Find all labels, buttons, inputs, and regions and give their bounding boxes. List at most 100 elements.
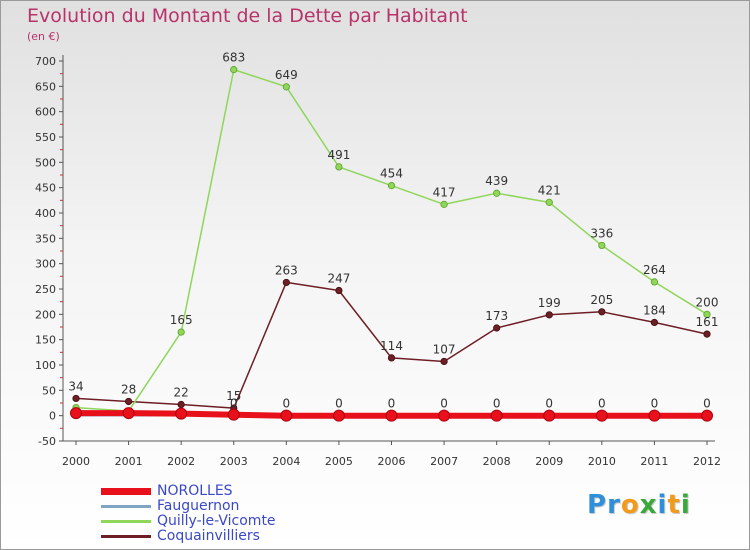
data-label: 22 xyxy=(174,386,189,400)
legend: NOROLLES Fauguernon Quilly-le-Vicomte Co… xyxy=(101,484,276,544)
data-point xyxy=(230,66,238,74)
data-point xyxy=(493,324,501,332)
data-point xyxy=(175,407,188,420)
x-tick-label: 2007 xyxy=(430,455,458,468)
logo-letter: i xyxy=(680,490,691,520)
data-label: 114 xyxy=(380,339,403,353)
data-label: 165 xyxy=(170,313,193,327)
x-tick-label: 2000 xyxy=(62,455,90,468)
y-tick-label: 300 xyxy=(35,258,56,271)
data-label: 0 xyxy=(283,397,291,411)
data-label: 454 xyxy=(380,167,403,181)
data-label: 184 xyxy=(643,303,666,317)
logo-letter: x xyxy=(639,490,658,520)
data-label: 264 xyxy=(643,263,666,277)
data-label: 0 xyxy=(651,397,659,411)
y-tick-label: 100 xyxy=(35,359,56,372)
data-point xyxy=(387,182,396,190)
y-tick-label: 400 xyxy=(35,207,56,220)
y-tick-label: 200 xyxy=(35,308,56,321)
y-tick-label: -50 xyxy=(38,435,56,448)
data-point xyxy=(490,409,503,422)
x-tick-label: 2001 xyxy=(115,455,143,468)
data-point xyxy=(227,408,240,421)
legend-swatch xyxy=(101,505,151,508)
data-point xyxy=(545,311,553,319)
y-tick-label: 600 xyxy=(35,106,56,119)
data-point xyxy=(438,409,451,422)
data-label: 0 xyxy=(388,397,396,411)
data-label: 0 xyxy=(230,397,238,411)
data-point xyxy=(595,409,608,422)
legend-label: Fauguernon xyxy=(157,498,240,514)
chart-unit: (en €) xyxy=(27,30,60,43)
x-tick-label: 2011 xyxy=(640,455,668,468)
data-label: 0 xyxy=(598,397,606,411)
data-label: 421 xyxy=(538,183,561,197)
data-label: 0 xyxy=(493,397,501,411)
data-label: 417 xyxy=(433,185,456,199)
data-point xyxy=(177,328,185,336)
data-point xyxy=(648,409,661,422)
data-label: 336 xyxy=(590,226,613,240)
data-point xyxy=(440,357,448,366)
data-point xyxy=(70,407,82,420)
logo-letter: P xyxy=(587,490,608,520)
data-point xyxy=(282,278,290,287)
data-label: 107 xyxy=(433,342,456,356)
data-label: 649 xyxy=(275,68,298,82)
data-label: 200 xyxy=(696,295,719,309)
legend-swatch xyxy=(101,488,151,495)
data-point xyxy=(385,409,398,422)
x-tick-label: 2002 xyxy=(167,455,195,468)
data-label: 15 xyxy=(226,389,241,403)
y-tick-label: 50 xyxy=(42,384,56,397)
proxiti-logo: Proxiti xyxy=(587,490,691,520)
logo-letter: t xyxy=(667,490,681,520)
data-label: 28 xyxy=(121,382,136,396)
logo-letter: r xyxy=(607,490,621,520)
logo-letter: o xyxy=(620,490,640,520)
x-tick-label: 2008 xyxy=(483,455,511,468)
x-tick-label: 2006 xyxy=(378,455,406,468)
logo-letter: i xyxy=(657,490,668,520)
data-label: 205 xyxy=(590,293,613,307)
x-tick-label: 2005 xyxy=(325,455,353,468)
y-tick-label: 650 xyxy=(35,80,56,93)
data-point xyxy=(703,310,711,318)
data-point xyxy=(650,278,659,286)
data-point xyxy=(332,409,345,422)
data-label: 34 xyxy=(68,379,83,393)
legend-swatch xyxy=(101,535,151,538)
data-label: 199 xyxy=(538,296,561,310)
data-label: 247 xyxy=(327,272,350,286)
x-tick-label: 2010 xyxy=(588,455,616,468)
y-tick-label: 250 xyxy=(35,283,56,296)
data-point xyxy=(598,308,606,316)
data-point xyxy=(703,330,711,338)
data-point xyxy=(282,83,290,91)
data-point xyxy=(335,163,343,171)
legend-item-norolles: NOROLLES xyxy=(101,484,276,499)
y-tick-label: 0 xyxy=(49,410,56,423)
chart-title: Evolution du Montant de la Dette par Hab… xyxy=(27,5,468,27)
x-tick-label: 2003 xyxy=(220,455,248,468)
data-label: 0 xyxy=(545,397,553,411)
y-tick-label: 550 xyxy=(35,131,56,144)
y-tick-label: 350 xyxy=(35,232,56,245)
legend-swatch xyxy=(101,520,151,523)
data-point xyxy=(280,409,293,422)
x-tick-label: 2009 xyxy=(535,455,563,468)
y-tick-label: 700 xyxy=(35,55,56,68)
data-label: 173 xyxy=(485,309,508,323)
data-point xyxy=(543,409,556,422)
data-label: 0 xyxy=(335,397,343,411)
data-label: 263 xyxy=(275,263,298,277)
data-label: 0 xyxy=(440,397,448,411)
data-point xyxy=(124,397,133,406)
data-point xyxy=(493,189,501,197)
data-point xyxy=(545,198,553,206)
data-point xyxy=(177,400,185,409)
legend-label: Coquainvilliers xyxy=(157,528,260,544)
